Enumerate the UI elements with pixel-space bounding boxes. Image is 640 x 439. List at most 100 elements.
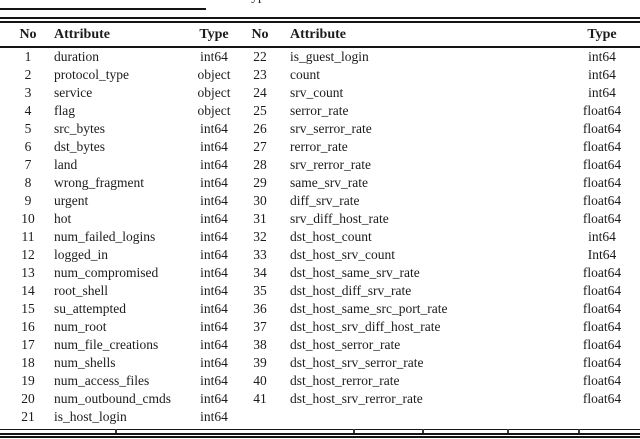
- header-attribute-right: Attribute: [290, 26, 346, 42]
- row-no-right: 23: [253, 67, 267, 82]
- row-attribute-left: num_access_files: [54, 373, 150, 388]
- row-type-right: float64: [582, 121, 622, 136]
- row-attribute-left: root_shell: [54, 283, 108, 298]
- row-attribute-left: dst_bytes: [54, 139, 106, 154]
- row-no-right: 37: [253, 319, 267, 334]
- row-type-left: int64: [200, 229, 228, 244]
- row-no-right: 29: [253, 175, 267, 190]
- row-type-right: int64: [588, 67, 616, 82]
- header-type-right: Type: [587, 26, 617, 42]
- row-no-left: 12: [21, 247, 35, 262]
- row-attribute-right: dst_host_srv_count: [290, 247, 396, 262]
- row-attribute-right: dst_host_srv_diff_host_rate: [290, 319, 441, 334]
- row-type-right: float64: [582, 139, 622, 154]
- row-type-right: float64: [582, 355, 622, 370]
- row-type-left: int64: [200, 337, 228, 352]
- row-no-right: 40: [253, 373, 267, 388]
- header-type-left: Type: [199, 26, 229, 42]
- table-row: 3 service object 24 srv_count int64: [8, 84, 632, 102]
- row-attribute-right: srv_diff_host_rate: [290, 211, 389, 226]
- row-attribute-right: dst_host_same_srv_rate: [290, 265, 420, 280]
- row-type-right: float64: [582, 337, 622, 352]
- row-type-left: int64: [200, 409, 228, 424]
- header-no-left: No: [19, 26, 37, 42]
- row-type-left: int64: [200, 373, 228, 388]
- row-attribute-right: srv_serror_rate: [290, 121, 372, 136]
- header-separator-rule: [0, 46, 640, 48]
- row-type-left: object: [197, 103, 231, 118]
- table-row: 18 num_shells int64 39 dst_host_srv_serr…: [8, 354, 632, 372]
- row-type-left: int64: [200, 139, 228, 154]
- row-attribute-right: diff_srv_rate: [290, 193, 360, 208]
- row-attribute-left: num_file_creations: [54, 337, 159, 352]
- row-attribute-left: duration: [54, 49, 99, 64]
- table-row: 17 num_file_creations int64 38 dst_host_…: [8, 336, 632, 354]
- table-row: 8 wrong_fragment int64 29 same_srv_rate …: [8, 174, 632, 192]
- row-no-right: 35: [253, 283, 267, 298]
- row-no-left: 14: [21, 283, 35, 298]
- row-no-left: 19: [21, 373, 35, 388]
- column-divider-tick: [115, 429, 117, 434]
- row-attribute-left: src_bytes: [54, 121, 105, 136]
- row-type-right: Int64: [587, 247, 617, 262]
- row-no-right: 26: [253, 121, 267, 136]
- table-row: 6 dst_bytes int64 27 rerror_rate float64: [8, 138, 632, 156]
- header-no-right: No: [251, 26, 269, 42]
- row-attribute-left: su_attempted: [54, 301, 126, 316]
- row-type-right: float64: [582, 391, 622, 406]
- row-attribute-right: count: [290, 67, 320, 82]
- table-row: 2 protocol_type object 23 count int64: [8, 66, 632, 84]
- column-divider-tick: [578, 429, 580, 434]
- row-attribute-right: dst_host_serror_rate: [290, 337, 401, 352]
- table-row: 19 num_access_files int64 40 dst_host_re…: [8, 372, 632, 390]
- bottom-rule-2: [0, 436, 640, 438]
- row-no-left: 21: [21, 409, 35, 424]
- row-attribute-left: logged_in: [54, 247, 108, 262]
- row-type-left: int64: [200, 319, 228, 334]
- bottom-rule-1: [0, 433, 640, 435]
- row-attribute-left: protocol_type: [54, 67, 129, 82]
- row-attribute-left: num_failed_logins: [54, 229, 156, 244]
- row-attribute-right: rerror_rate: [290, 139, 348, 154]
- row-type-left: int64: [200, 247, 228, 262]
- row-attribute-left: flag: [54, 103, 75, 118]
- top-rule-2: [0, 21, 640, 23]
- row-type-left: int64: [200, 355, 228, 370]
- row-attribute-right: dst_host_same_src_port_rate: [290, 301, 448, 316]
- table-row: 15 su_attempted int64 36 dst_host_same_s…: [8, 300, 632, 318]
- row-type-left: int64: [200, 391, 228, 406]
- row-no-right: 31: [253, 211, 267, 226]
- row-attribute-right: same_srv_rate: [290, 175, 368, 190]
- row-attribute-right: dst_host_srv_rerror_rate: [290, 391, 423, 406]
- header-attribute-left: Attribute: [54, 26, 110, 42]
- bottom-thin-rule: [0, 429, 640, 430]
- row-type-right: float64: [582, 175, 622, 190]
- column-divider-tick: [507, 429, 509, 434]
- row-type-left: int64: [200, 301, 228, 316]
- table-row: 9 urgent int64 30 diff_srv_rate float64: [8, 192, 632, 210]
- row-no-right: 22: [253, 49, 267, 64]
- row-type-left: int64: [200, 157, 228, 172]
- row-no-left: 9: [24, 193, 32, 208]
- row-type-left: int64: [200, 283, 228, 298]
- row-attribute-right: srv_rerror_rate: [290, 157, 371, 172]
- row-type-left: object: [197, 85, 231, 100]
- row-attribute-left: num_compromised: [54, 265, 159, 280]
- row-attribute-left: num_outbound_cmds: [54, 391, 171, 406]
- top-rule-1: [0, 17, 640, 19]
- table-row: 7 land int64 28 srv_rerror_rate float64: [8, 156, 632, 174]
- row-no-left: 13: [21, 265, 35, 280]
- row-no-right: 38: [253, 337, 267, 352]
- row-attribute-right: is_guest_login: [290, 49, 369, 64]
- table-row: 4 flag object 25 serror_rate float64: [8, 102, 632, 120]
- row-attribute-left: num_shells: [54, 355, 116, 370]
- row-attribute-right: srv_count: [290, 85, 344, 100]
- row-no-right: 36: [253, 301, 267, 316]
- row-attribute-right: dst_host_diff_srv_rate: [290, 283, 412, 298]
- row-no-left: 4: [24, 103, 32, 118]
- row-no-left: 8: [24, 175, 32, 190]
- row-type-left: int64: [200, 121, 228, 136]
- row-attribute-left: wrong_fragment: [54, 175, 144, 190]
- row-type-right: float64: [582, 301, 622, 316]
